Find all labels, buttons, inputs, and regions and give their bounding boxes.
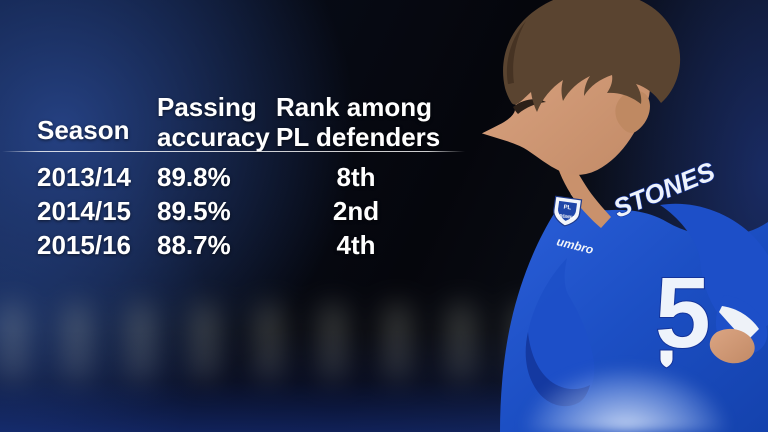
svg-text:PL: PL bbox=[563, 205, 572, 212]
